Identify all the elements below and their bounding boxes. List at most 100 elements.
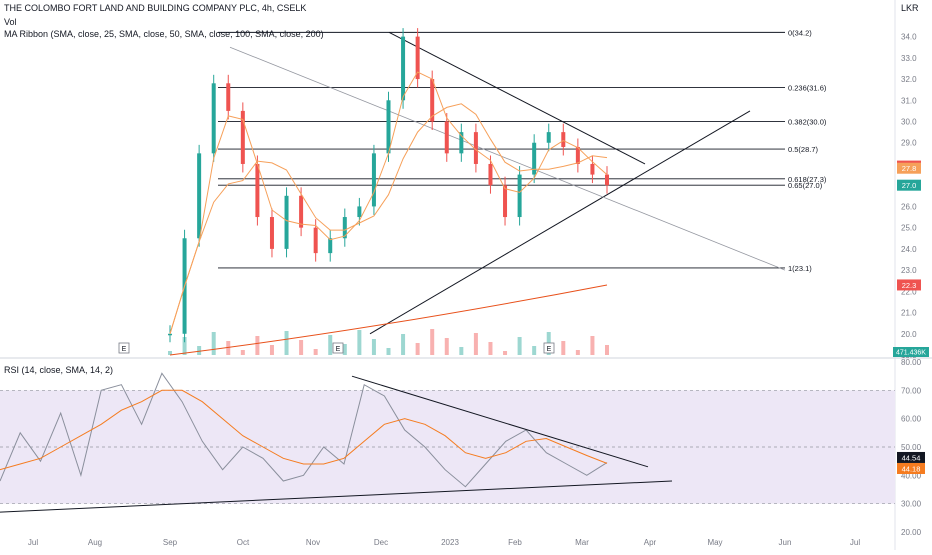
sma-25-line: [169, 71, 608, 334]
volume-bar: [168, 351, 172, 355]
candle-body: [546, 132, 551, 143]
volume-bar: [473, 333, 478, 355]
price-tick-label: 32.0: [901, 75, 917, 84]
volume-bar: [299, 340, 304, 355]
time-tick-label: Oct: [237, 538, 250, 547]
volume-bar: [211, 332, 216, 355]
volume-bar: [444, 338, 449, 355]
price-tick-label: 29.0: [901, 139, 917, 148]
time-tick-label: May: [707, 538, 722, 547]
time-tick-label: Jul: [850, 538, 860, 547]
rsi-badge: [897, 462, 925, 474]
price-tick-label: 33.0: [901, 54, 917, 63]
trendline-diagonal: [229, 46, 786, 271]
candle-body: [255, 163, 260, 218]
volume-bar: [605, 345, 609, 355]
price-tick-label: 30.0: [901, 118, 917, 127]
candle-body: [503, 185, 508, 218]
sma-50-line: [169, 103, 608, 334]
volume-bar: [503, 351, 508, 355]
candle-body: [226, 83, 231, 111]
volume-bar: [342, 344, 347, 355]
fib-level-label: 0.5(28.7): [788, 145, 819, 154]
rsi-tick-label: 50.00: [901, 443, 922, 452]
rsi-tick-label: 70.00: [901, 386, 922, 395]
volume-bar: [197, 346, 202, 355]
volume-bar: [182, 337, 187, 355]
price-tick-label: 21.0: [901, 309, 917, 318]
price-tick-label: 23.0: [901, 266, 917, 275]
candle-body: [488, 163, 493, 186]
rsi-tick-label: 30.00: [901, 500, 922, 509]
time-tick-label: Nov: [306, 538, 320, 547]
candle-body: [284, 195, 289, 249]
volume-bar: [328, 335, 333, 355]
candle-body: [269, 217, 274, 249]
time-tick-label: Dec: [374, 538, 388, 547]
candle-body: [342, 217, 347, 239]
volume-bar: [488, 342, 493, 355]
rsi-badge-label: 44.54: [902, 453, 921, 462]
rsi-tick-label: 40.00: [901, 471, 922, 480]
candle-body: [444, 121, 449, 154]
fib-level-label: 1(23.1): [788, 264, 812, 273]
candle-body: [371, 153, 376, 207]
candle-body: [517, 174, 522, 218]
time-tick-label: Apr: [644, 538, 657, 547]
candle-body: [459, 132, 464, 154]
time-tick-label: Jun: [779, 538, 792, 547]
rsi-tick-label: 80.00: [901, 358, 922, 367]
rsi-ma-line: [0, 389, 608, 471]
candle-body: [532, 142, 537, 175]
candle-body: [590, 163, 595, 175]
price-tick-label: 22.0: [901, 287, 917, 296]
rsi-tick-label: 20.00: [901, 528, 922, 537]
time-tick-label: Jul: [28, 538, 38, 547]
price-badge-label: 22.3: [902, 281, 917, 290]
time-tick-label: 2023: [441, 538, 459, 547]
trendline-upper: [388, 31, 646, 165]
candle-body: [328, 238, 333, 254]
fib-level-label: 0.65(27.0): [788, 181, 823, 190]
trendline-lower: [369, 110, 751, 335]
volume-bar: [226, 341, 231, 355]
price-tick-label: 24.0: [901, 245, 917, 254]
price-badge-label: 27.0: [902, 181, 917, 190]
volume-bar: [255, 336, 260, 355]
time-tick-label: Mar: [575, 538, 589, 547]
volume-bar: [284, 331, 289, 355]
rsi-line: [0, 372, 608, 488]
candle-body: [605, 174, 609, 186]
volume-bar: [386, 348, 391, 355]
price-tick-label: 34.0: [901, 33, 917, 42]
time-tick-label: Feb: [508, 538, 522, 547]
volume-bar: [575, 350, 580, 355]
fib-level-label: 0.236(31.6): [788, 84, 827, 93]
fib-level-label: 0.382(30.0): [788, 118, 827, 127]
volume-bar: [517, 337, 522, 355]
fib-level-label: 0.618(27.3): [788, 175, 827, 184]
rsi-badge-label: 44.18: [902, 464, 921, 473]
candle-body: [313, 227, 318, 254]
earnings-marker-label: E: [336, 346, 341, 353]
earnings-marker-label: E: [547, 346, 552, 353]
rsi-title: RSI (14, close, SMA, 14, 2): [4, 365, 114, 375]
price-badge: [897, 279, 921, 291]
rsi-tick-label: 60.00: [901, 415, 922, 424]
volume-badge-label: 471.436K: [896, 350, 926, 357]
volume-label: Vol: [4, 17, 17, 27]
price-badge: [897, 162, 921, 174]
candle-body: [386, 100, 391, 154]
candle-body: [401, 36, 406, 101]
candle-body: [168, 333, 172, 336]
volume-bar: [269, 345, 274, 355]
fib-level-label: 0(34.2): [788, 28, 812, 37]
candle-body: [357, 206, 362, 218]
candle-body: [430, 79, 435, 122]
price-tick-label: 20.0: [901, 330, 917, 339]
candle-body: [561, 132, 566, 147]
volume-bar: [240, 350, 245, 355]
volume-badge: [893, 347, 929, 357]
